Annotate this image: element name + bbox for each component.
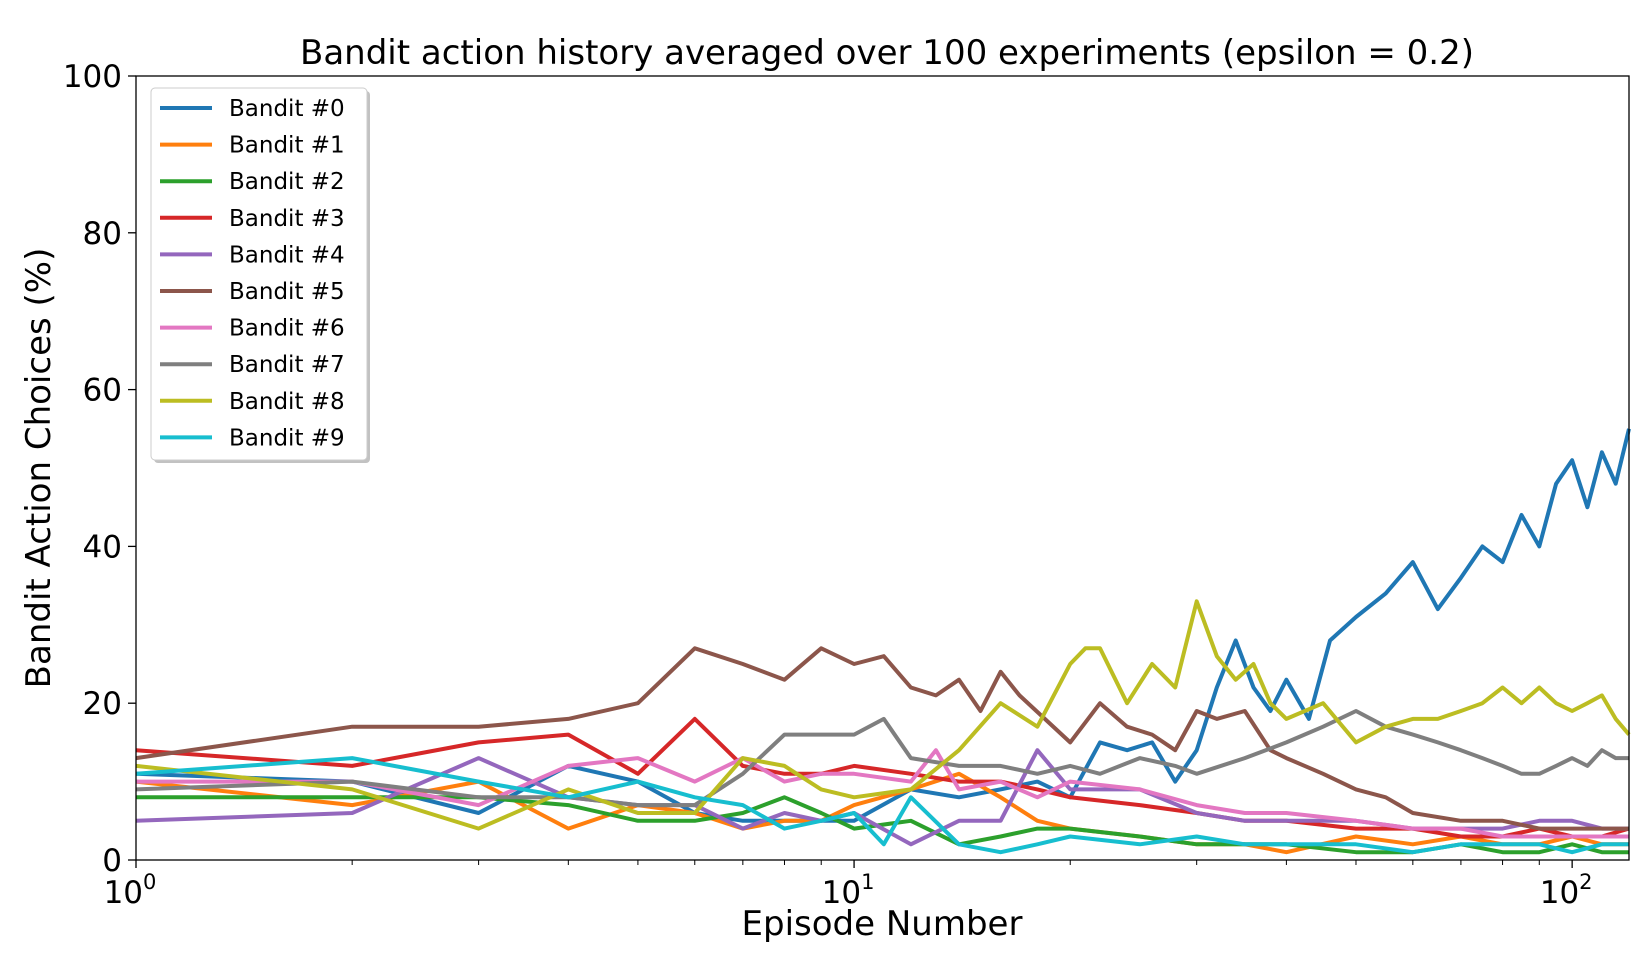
legend-label: Bandit #5 bbox=[229, 279, 345, 305]
x-tick-base: 10 bbox=[104, 875, 143, 911]
legend-label: Bandit #4 bbox=[229, 242, 345, 268]
series-line-bandit-8 bbox=[135, 599, 1631, 831]
x-axis-ticks: 100 101 102 bbox=[104, 860, 1593, 911]
series-lines bbox=[135, 428, 1631, 855]
y-tick-label: 100 bbox=[63, 59, 122, 95]
series-line-bandit-9 bbox=[135, 756, 1629, 855]
series-line-bandit-6 bbox=[136, 748, 1629, 839]
series-line-bandit-2 bbox=[136, 795, 1629, 855]
chart-title: Bandit action history averaged over 100 … bbox=[300, 33, 1474, 73]
x-tick-base: 10 bbox=[1540, 875, 1579, 911]
x-tick-base: 10 bbox=[822, 875, 861, 911]
series-line-bandit-1 bbox=[135, 771, 1629, 855]
series-line-bandit-0 bbox=[135, 428, 1631, 823]
legend-label: Bandit #9 bbox=[229, 425, 345, 451]
x-tick-label: 100 bbox=[104, 870, 157, 911]
legend-label: Bandit #8 bbox=[229, 389, 345, 415]
y-tick-label: 60 bbox=[83, 373, 122, 409]
y-tick-label: 0 bbox=[102, 843, 122, 879]
legend-label: Bandit #2 bbox=[229, 169, 345, 195]
y-tick-label: 80 bbox=[83, 216, 122, 252]
legend-label: Bandit #1 bbox=[229, 133, 345, 159]
legend-label: Bandit #7 bbox=[229, 352, 345, 378]
y-axis-label: Bandit Action Choices (%) bbox=[19, 248, 59, 689]
x-tick-exponent: 0 bbox=[143, 870, 156, 894]
plot-frame bbox=[135, 75, 1630, 861]
legend-label: Bandit #3 bbox=[229, 206, 345, 232]
x-axis-label: Episode Number bbox=[742, 904, 1023, 944]
y-tick-label: 40 bbox=[83, 529, 122, 565]
x-tick-exponent: 1 bbox=[861, 870, 874, 894]
legend-label: Bandit #6 bbox=[229, 316, 345, 342]
legend: Bandit #0 Bandit #1 Bandit #2 Bandit #3 Band… bbox=[150, 87, 370, 463]
x-tick-exponent: 2 bbox=[1579, 870, 1592, 894]
y-tick-label: 20 bbox=[83, 686, 122, 722]
series-line-bandit-7 bbox=[135, 709, 1629, 808]
legend-label: Bandit #0 bbox=[229, 96, 345, 122]
series-line-bandit-3 bbox=[135, 716, 1630, 839]
y-axis-ticks: 0 20 40 60 80 100 bbox=[63, 59, 136, 879]
x-tick-label: 101 bbox=[822, 870, 875, 911]
x-tick-label: 102 bbox=[1540, 870, 1593, 911]
series-line-bandit-5 bbox=[135, 646, 1629, 831]
